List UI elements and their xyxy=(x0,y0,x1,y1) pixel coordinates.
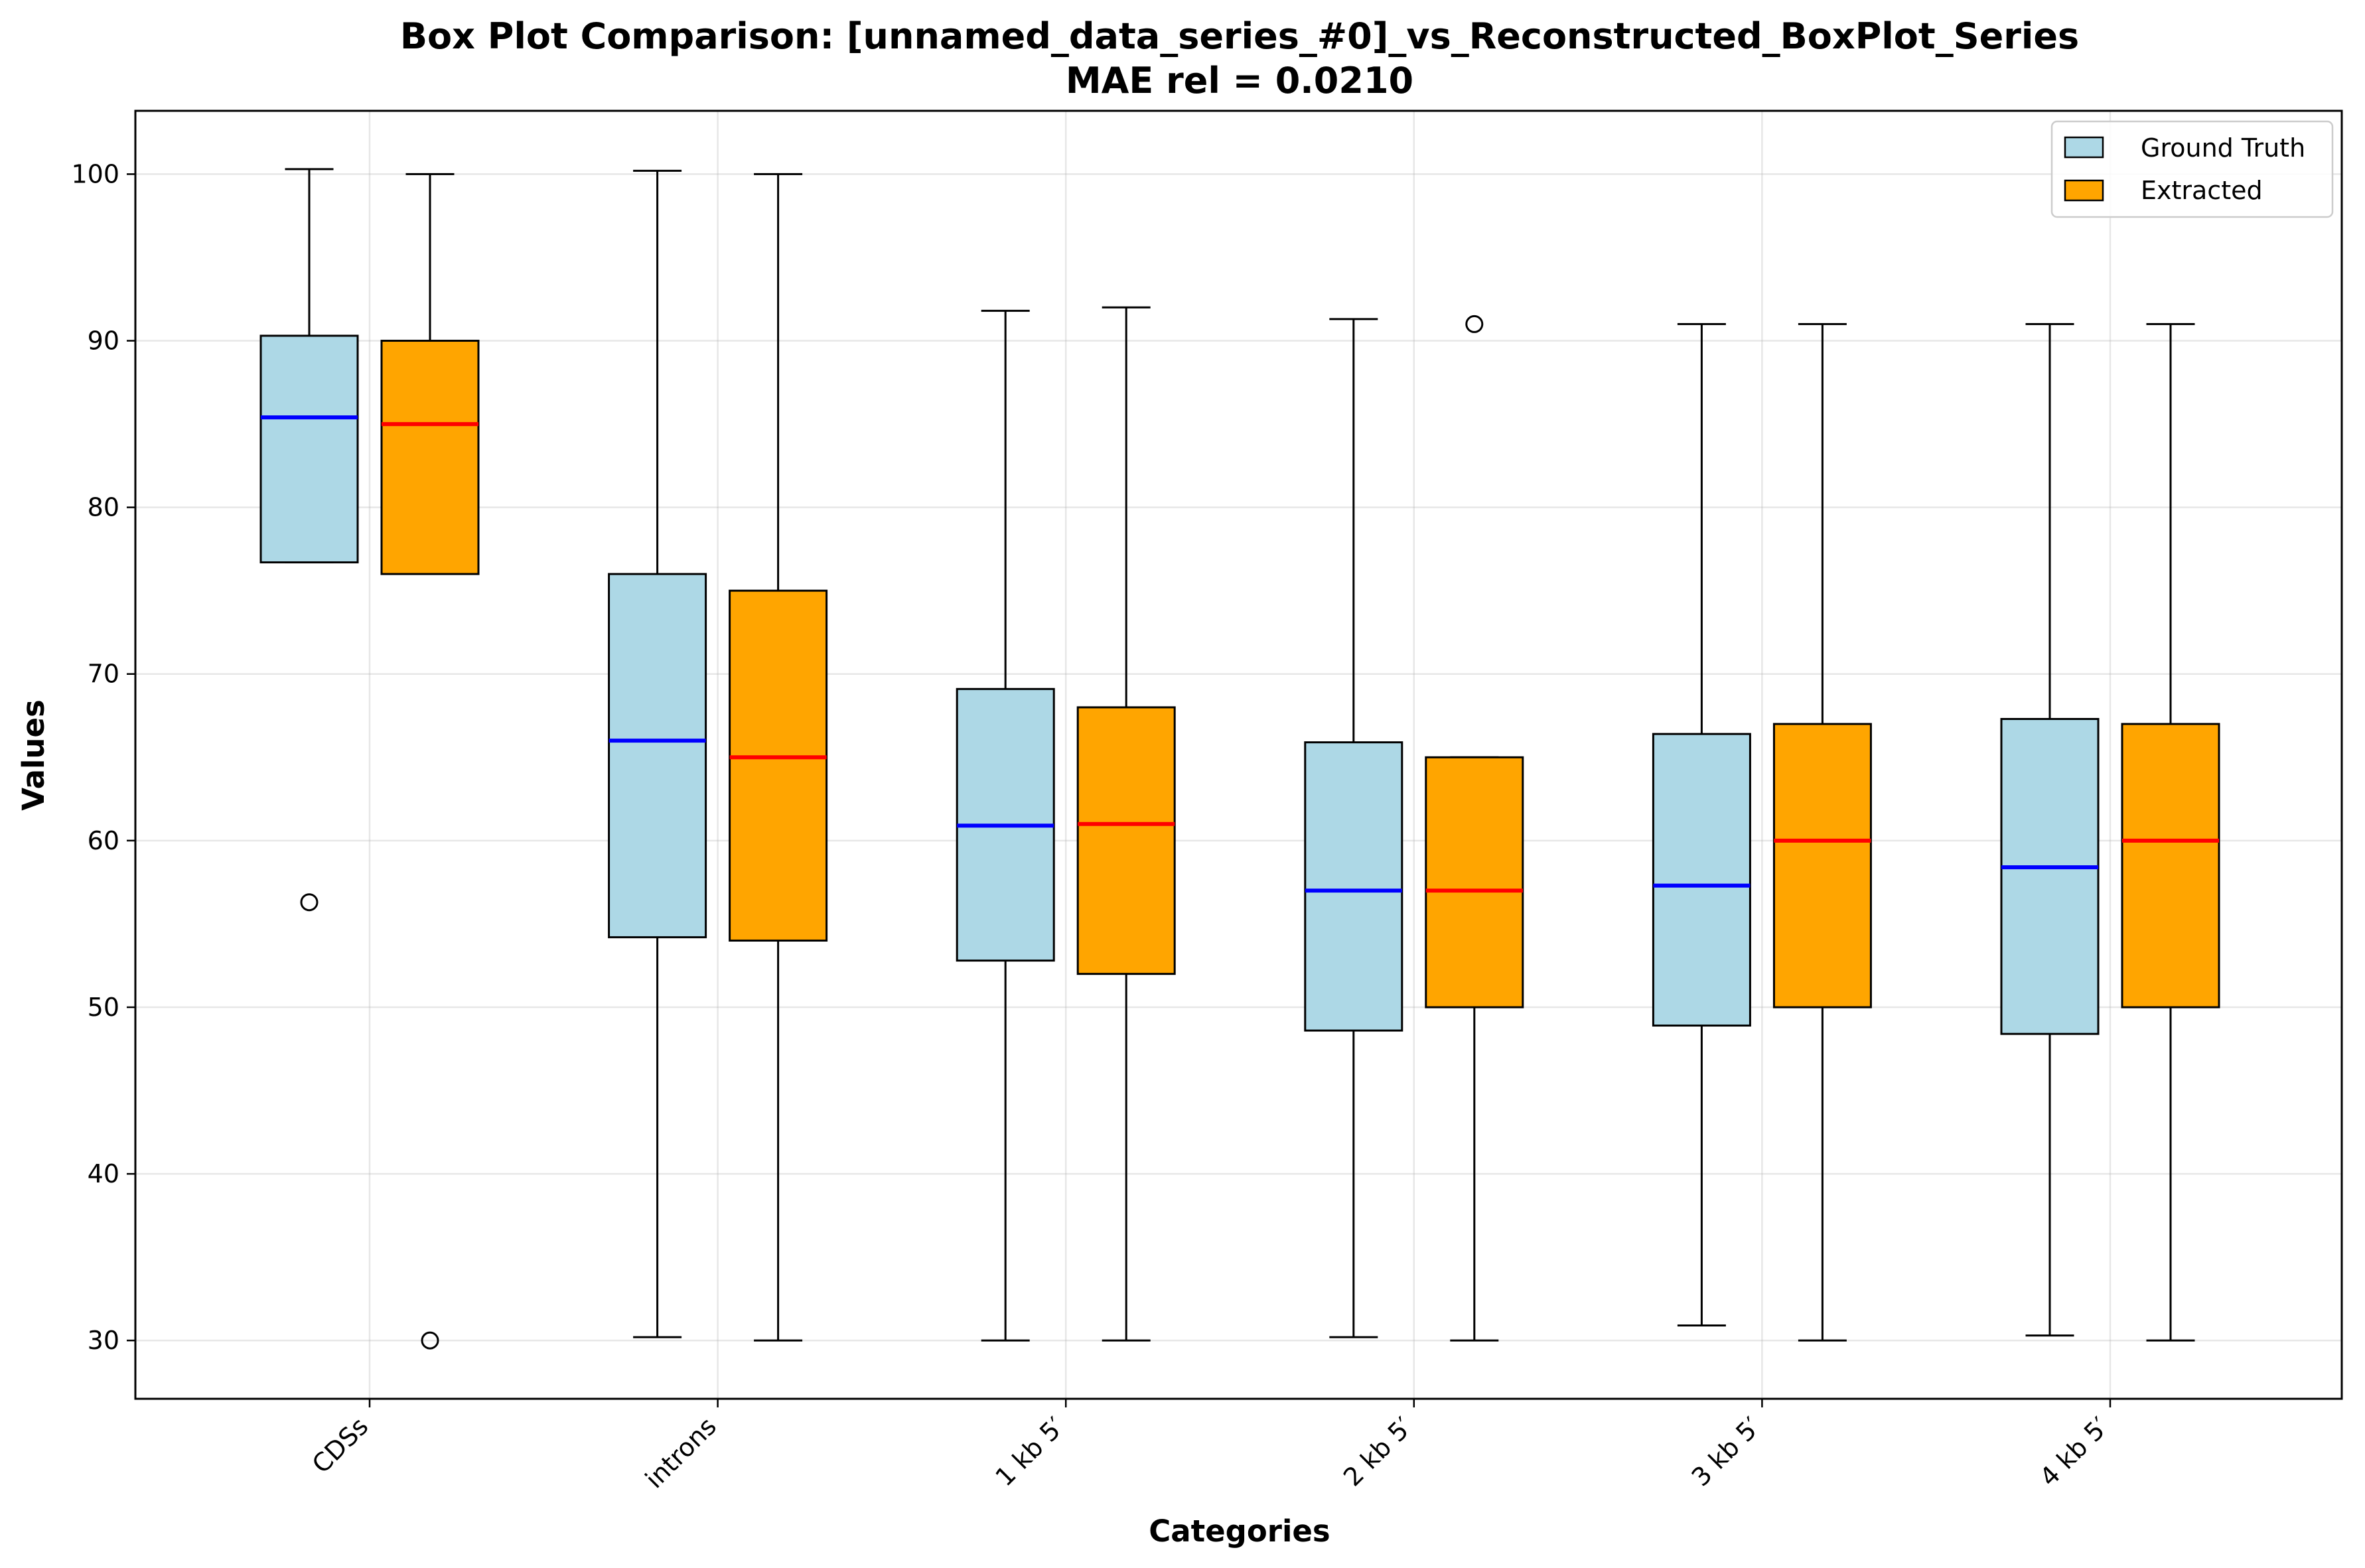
box-body xyxy=(2000,718,2100,1035)
outlier-point xyxy=(300,893,319,912)
box-ground-truth xyxy=(956,309,1055,1342)
y-tick-label: 100 xyxy=(71,159,119,188)
y-tick-label: 80 xyxy=(88,493,119,522)
legend-swatch-extracted xyxy=(2064,179,2104,202)
y-tick-label: 70 xyxy=(88,660,119,689)
box-body xyxy=(1772,723,1872,1009)
box-extracted xyxy=(2121,322,2220,1342)
y-tick-label: 90 xyxy=(88,326,119,356)
box-body xyxy=(608,573,707,938)
box-body xyxy=(380,340,480,575)
y-tick-label: 40 xyxy=(88,1159,119,1188)
legend: Ground Truth Extracted xyxy=(2050,120,2334,218)
plot-area-frame xyxy=(134,109,2343,1400)
y-tick-label: 50 xyxy=(88,993,119,1022)
box-body xyxy=(1076,706,1176,975)
box-ground-truth xyxy=(1652,322,1751,1327)
box-ground-truth xyxy=(608,169,707,1338)
box-ground-truth xyxy=(1304,318,1403,1338)
y-tick-label: 60 xyxy=(88,826,119,855)
box-body xyxy=(2121,723,2220,1009)
box-body xyxy=(259,334,359,563)
y-axis: 30 40 50 60 70 80 90 100 xyxy=(71,159,135,1355)
box-body xyxy=(1652,733,1751,1027)
box-body xyxy=(729,589,828,942)
box-body xyxy=(1304,741,1403,1032)
y-tick-label: 30 xyxy=(88,1326,119,1355)
outlier-point xyxy=(421,1331,439,1350)
box-extracted xyxy=(1076,306,1176,1342)
box-ground-truth xyxy=(2000,322,2100,1337)
x-axis-title: Categories xyxy=(1149,1514,1330,1549)
legend-label-ground-truth: Ground Truth xyxy=(2141,133,2305,163)
y-axis-title: Values xyxy=(16,699,51,811)
chart-subtitle: MAE rel = 0.0210 xyxy=(1066,60,1413,102)
box-body xyxy=(1425,756,1524,1009)
legend-label-extracted: Extracted xyxy=(2141,176,2263,205)
outlier-point xyxy=(1465,315,1484,333)
box-extracted xyxy=(1425,315,1524,1342)
chart-title: Box Plot Comparison: [unnamed_data_serie… xyxy=(400,15,2079,57)
box-ground-truth xyxy=(259,168,359,912)
legend-swatch-ground-truth xyxy=(2064,136,2104,159)
grid-lines xyxy=(135,111,2342,1399)
box-extracted xyxy=(729,173,828,1342)
box-extracted xyxy=(380,173,480,1350)
legend-frame xyxy=(2050,120,2334,218)
box-series xyxy=(259,168,2220,1350)
box-extracted xyxy=(1772,322,1872,1342)
